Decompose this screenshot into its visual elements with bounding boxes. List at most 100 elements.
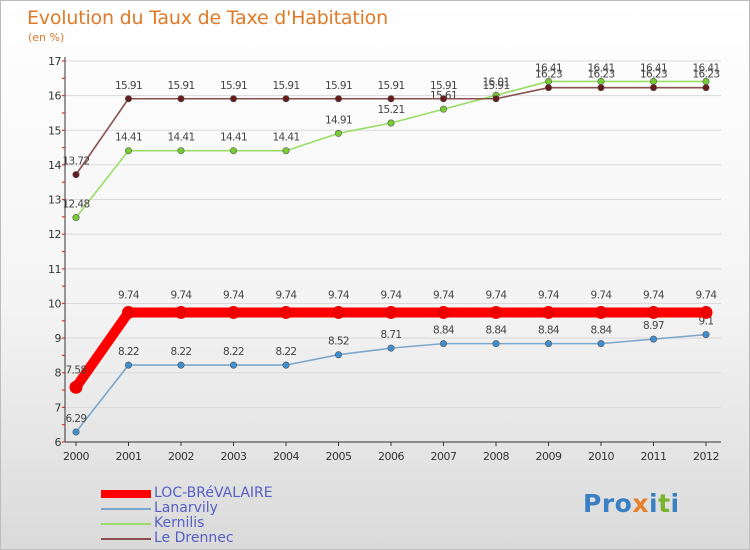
data-label: 16.41	[640, 62, 667, 74]
data-label: 8.71	[381, 329, 402, 341]
x-tick-label: 2010	[588, 450, 614, 463]
data-label: 14.41	[272, 132, 299, 144]
data-label: 15.91	[272, 80, 299, 92]
legend-item-lanarvily[interactable]: Lanarvily	[101, 501, 273, 516]
x-tick-label: 2006	[378, 450, 404, 463]
data-point	[699, 305, 713, 319]
data-point	[542, 305, 555, 319]
data-point	[334, 129, 342, 137]
data-point	[72, 171, 80, 179]
data-point	[227, 305, 240, 319]
x-tick-label: 2007	[431, 450, 457, 463]
x-tick-label: 2012	[693, 450, 719, 463]
logo-letter: i	[670, 489, 680, 518]
data-point	[230, 147, 238, 155]
chart-title: Evolution du Taux de Taxe d'Habitation	[27, 7, 388, 29]
data-point	[334, 95, 342, 103]
y-tick-label: 9	[55, 332, 62, 345]
data-label: 12.48	[62, 199, 89, 211]
data-point	[72, 428, 80, 436]
legend-label-kernilis: Kernilis	[154, 515, 205, 531]
legend-item-le-drennec[interactable]: Le Drennec	[101, 531, 273, 546]
data-label: 9.74	[538, 289, 560, 301]
y-tick-label: 17	[48, 55, 61, 68]
data-point	[387, 119, 395, 127]
y-tick-label: 8	[55, 367, 62, 380]
legend-label-loc-brevalaire: LOC-BRéVALAIRE	[154, 485, 273, 501]
data-point	[282, 361, 290, 369]
data-point	[174, 305, 188, 319]
data-label: 13.72	[62, 156, 89, 168]
data-label: 9.1	[699, 316, 714, 328]
data-label: 9.74	[696, 289, 718, 301]
x-tick-label: 2008	[483, 450, 509, 463]
x-tick-label: 2009	[536, 450, 562, 463]
data-label: 15.91	[167, 80, 194, 92]
data-label: 15.91	[325, 80, 352, 92]
data-label: 8.97	[643, 320, 664, 332]
y-tick-label: 7	[55, 401, 62, 414]
data-label: 7.58	[66, 364, 87, 376]
data-point	[702, 331, 710, 339]
y-tick-label: 11	[48, 263, 61, 276]
data-label: 8.22	[171, 346, 192, 358]
data-point	[492, 95, 500, 103]
data-label: 9.74	[276, 289, 298, 301]
data-label: 8.84	[433, 325, 455, 337]
data-point	[649, 335, 657, 343]
data-label: 15.91	[430, 80, 457, 92]
data-point	[489, 305, 503, 319]
data-point	[177, 361, 185, 369]
data-point	[122, 305, 135, 319]
data-label: 9.74	[486, 289, 508, 301]
data-point	[439, 95, 447, 103]
data-label: 16.41	[535, 62, 562, 74]
data-point	[492, 340, 500, 348]
data-label: 8.52	[328, 336, 349, 348]
data-label: 9.74	[171, 289, 193, 301]
data-label: 9.74	[118, 289, 140, 301]
data-point	[230, 361, 238, 369]
data-label: 15.21	[377, 104, 404, 116]
x-tick-label: 2004	[273, 450, 299, 463]
data-label: 8.22	[276, 346, 297, 358]
x-tick-label: 2003	[221, 450, 247, 463]
legend: LOC-BRéVALAIRE Lanarvily Kernilis Le Dre…	[101, 486, 273, 546]
data-label: 9.74	[643, 289, 665, 301]
logo-letter: i	[649, 489, 659, 518]
data-point	[282, 147, 290, 155]
data-point	[125, 147, 133, 155]
x-tick-label: 2011	[641, 450, 667, 463]
data-point	[437, 305, 450, 319]
data-label: 16.23	[692, 69, 719, 81]
data-point	[647, 305, 660, 319]
data-point	[177, 147, 185, 155]
data-point	[282, 95, 290, 103]
data-point	[332, 305, 345, 319]
y-tick-label: 12	[48, 228, 61, 241]
data-label: 8.84	[591, 325, 613, 337]
data-point	[387, 95, 395, 103]
data-point	[334, 351, 342, 359]
data-point	[387, 344, 395, 352]
legend-swatch-kernilis	[101, 522, 151, 525]
y-tick-label: 6	[55, 436, 62, 449]
data-point	[384, 305, 398, 319]
data-label: 9.74	[591, 289, 613, 301]
data-point	[125, 361, 133, 369]
data-point	[439, 105, 447, 113]
data-point	[597, 340, 605, 348]
data-point	[439, 340, 447, 348]
data-point	[702, 84, 710, 92]
unit-label: (en %)	[28, 31, 65, 44]
data-label: 16.23	[535, 69, 562, 81]
logo-letter: r	[601, 489, 615, 518]
y-tick-label: 13	[48, 194, 61, 207]
data-label: 8.84	[486, 325, 508, 337]
legend-item-kernilis[interactable]: Kernilis	[101, 516, 273, 531]
logo-letter: P	[583, 489, 602, 518]
data-label: 16.23	[587, 69, 614, 81]
legend-item-loc-brevalaire[interactable]: LOC-BRéVALAIRE	[101, 486, 273, 501]
data-label: 16.01	[482, 76, 509, 88]
